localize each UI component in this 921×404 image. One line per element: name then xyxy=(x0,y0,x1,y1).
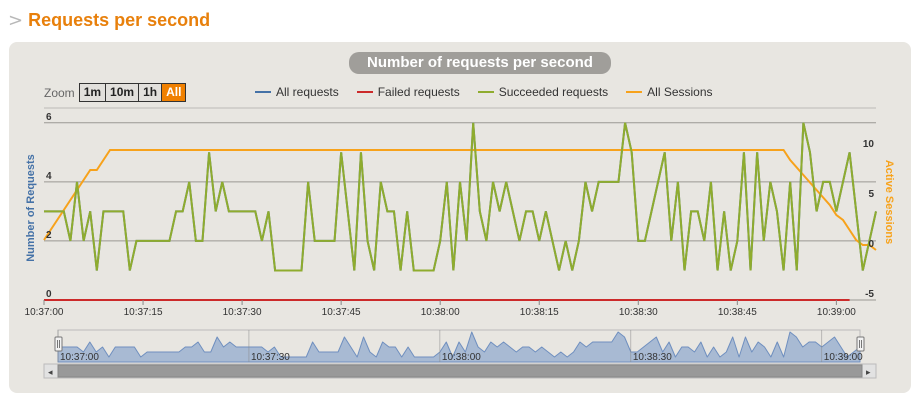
navigator-tick-label: 10:38:30 xyxy=(633,352,672,363)
y-tick-label: 6 xyxy=(46,112,52,123)
x-tick-label: 10:37:30 xyxy=(223,307,262,318)
navigator-tick-label: 10:37:30 xyxy=(251,352,290,363)
y-axis-title: Number of Requests xyxy=(25,154,37,262)
axis-layer: 0 2 4 6 -5 0 5 10 10:37:00 10:37:15 10:37:30 10:37:… xyxy=(25,112,895,318)
x-tick-label: 10:38:00 xyxy=(421,307,460,318)
series-layer xyxy=(44,123,876,300)
x-tick-label: 10:38:15 xyxy=(520,307,559,318)
series-all-sessions-line xyxy=(44,150,876,250)
navigator-tick-label: 10:39:00 xyxy=(824,352,863,363)
y-tick-label: 0 xyxy=(46,289,52,300)
grid-layer xyxy=(44,108,876,300)
scroll-right-arrow-icon[interactable]: ▸ xyxy=(866,368,871,378)
navigator-layer: 10:37:00 10:37:30 10:38:00 10:38:30 10:39:00… xyxy=(44,330,876,378)
x-tick-label: 10:37:15 xyxy=(124,307,163,318)
navigator-left-handle[interactable] xyxy=(55,337,62,351)
y2-tick-label: 0 xyxy=(868,239,874,250)
x-tick-label: 10:38:45 xyxy=(718,307,757,318)
x-tick-label: 10:39:00 xyxy=(817,307,856,318)
y2-axis-title: Active Sessions xyxy=(883,160,895,244)
series-succeeded-requests-line xyxy=(44,123,876,271)
y2-tick-label: 5 xyxy=(868,189,874,200)
navigator-tick-label: 10:37:00 xyxy=(60,352,99,363)
navigator-tick-label: 10:38:00 xyxy=(442,352,481,363)
x-tick-label: 10:37:45 xyxy=(322,307,361,318)
y2-tick-label: -5 xyxy=(865,289,874,300)
y-tick-label: 4 xyxy=(46,171,52,182)
scroll-left-arrow-icon[interactable]: ◂ xyxy=(48,368,53,378)
y2-tick-label: 10 xyxy=(863,139,875,150)
y-tick-label: 2 xyxy=(46,230,52,241)
navigator-right-handle[interactable] xyxy=(857,337,864,351)
x-tick-label: 10:37:00 xyxy=(25,307,64,318)
scrollbar-thumb[interactable] xyxy=(58,365,862,377)
x-tick-label: 10:38:30 xyxy=(619,307,658,318)
